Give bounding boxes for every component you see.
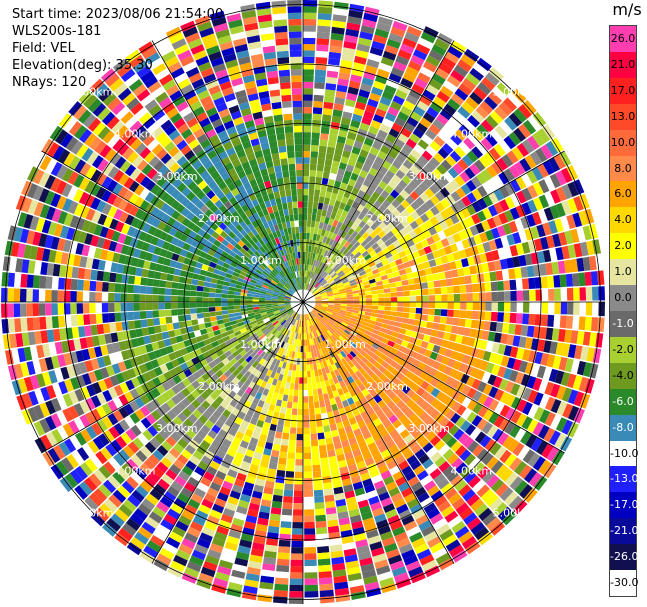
azimuth-spoke xyxy=(302,301,565,454)
colorbar-swatch xyxy=(610,207,636,234)
colorbar-label: 2.0 xyxy=(614,239,632,253)
colorbar-label: -30.0 xyxy=(610,576,639,590)
azimuth-spoke xyxy=(151,301,304,564)
range-ring-label: 5.00km xyxy=(493,506,535,519)
colorbar-swatch xyxy=(610,129,636,157)
range-ring-label: 5.00km xyxy=(72,86,114,99)
range-ring-label: 4.00km xyxy=(114,464,156,477)
colorbar-label: -6.0 xyxy=(612,394,634,408)
azimuth-spoke xyxy=(302,301,455,564)
nrays-label: NRays: 120 xyxy=(12,75,87,90)
velocity-field xyxy=(1,0,605,604)
colorbar-swatch xyxy=(610,181,636,208)
colorbar-label: 26.0 xyxy=(610,31,636,45)
colorbar-swatch xyxy=(610,466,636,493)
colorbar-label: 17.0 xyxy=(610,83,636,97)
colorbar-label: -13.0 xyxy=(610,472,639,486)
colorbar: 26.0 21.0 17.0 13.0 10.0 8.0 6.0 4.0 2.0 1.0 0.0 -1… xyxy=(609,25,639,597)
colorbar-swatch xyxy=(610,492,636,519)
colorbar-label: -1.0 xyxy=(612,316,634,330)
range-ring-label: 3.00km xyxy=(156,422,198,435)
colorbar-swatch xyxy=(610,285,636,312)
range-ring-label: 4.00km xyxy=(451,464,493,477)
colorbar-swatch xyxy=(610,233,636,260)
colorbar-swatch xyxy=(610,259,636,286)
range-ring-label: 5.00km xyxy=(72,506,114,519)
range-ring-label: 2.00km xyxy=(198,212,240,225)
colorbar-swatch xyxy=(610,77,636,105)
colorbar-swatch xyxy=(610,311,636,338)
colorbar-swatch xyxy=(610,336,636,364)
range-ring-label: 4.00km xyxy=(451,128,493,141)
range-ring-label: 1.00km xyxy=(324,254,366,267)
colorbar-label: -8.0 xyxy=(612,420,634,434)
colorbar-label: -4.0 xyxy=(612,368,634,382)
azimuth-spoke xyxy=(302,40,455,303)
colorbar-label: 21.0 xyxy=(610,57,636,71)
colorbar-label: 0.0 xyxy=(614,291,632,305)
field-label: Field: VEL xyxy=(12,41,75,56)
azimuth-spoke xyxy=(41,150,304,303)
elevation-label: Elevation(deg): 35.30 xyxy=(12,58,153,73)
start-time-label: Start time: 2023/08/06 21:54:00 xyxy=(12,7,224,22)
range-ring-label: 5.00km xyxy=(493,86,535,99)
colorbar-swatch xyxy=(610,362,636,390)
colorbar-swatch xyxy=(610,440,636,467)
colorbar-swatch xyxy=(610,518,636,545)
azimuth-spoke xyxy=(302,150,565,303)
colorbar-label: -21.0 xyxy=(610,524,639,538)
instrument-label: WLS200s-181 xyxy=(12,24,102,39)
colorbar-swatch xyxy=(610,155,636,182)
range-ring-label: 1.00km xyxy=(240,254,282,267)
range-ring-label: 4.00km xyxy=(114,128,156,141)
range-ring-label: 2.00km xyxy=(366,380,408,393)
range-ring-label: 3.00km xyxy=(408,170,450,183)
colorbar-label: 1.0 xyxy=(614,265,632,279)
colorbar-swatch xyxy=(610,388,636,416)
colorbar-label: 10.0 xyxy=(610,135,636,149)
azimuth-spoke xyxy=(41,301,304,454)
colorbar-swatch xyxy=(610,570,636,597)
colorbar-label: 8.0 xyxy=(614,161,632,175)
colorbar-label: 6.0 xyxy=(614,187,632,201)
colorbar-swatch xyxy=(610,103,636,131)
colorbar-label: -10.0 xyxy=(610,446,639,460)
colorbar-swatch xyxy=(610,414,636,442)
range-ring-label: 2.00km xyxy=(366,212,408,225)
colorbar-label: -17.0 xyxy=(610,498,639,512)
colorbar-swatch xyxy=(610,51,636,79)
azimuth-spoke xyxy=(151,40,304,303)
colorbar-unit: m/s xyxy=(612,0,642,19)
colorbar-label: -26.0 xyxy=(610,550,639,564)
colorbar-swatch xyxy=(610,26,636,53)
range-ring-label: 1.00km xyxy=(324,338,366,351)
range-ring-label: 1.00km xyxy=(240,338,282,351)
colorbar-label: 4.0 xyxy=(614,213,632,227)
colorbar-label: -2.0 xyxy=(612,342,634,356)
range-ring-label: 3.00km xyxy=(156,170,198,183)
colorbar-swatch xyxy=(610,544,636,571)
range-ring-label: 3.00km xyxy=(408,422,450,435)
colorbar-label: 13.0 xyxy=(610,109,636,123)
range-ring-label: 2.00km xyxy=(198,380,240,393)
